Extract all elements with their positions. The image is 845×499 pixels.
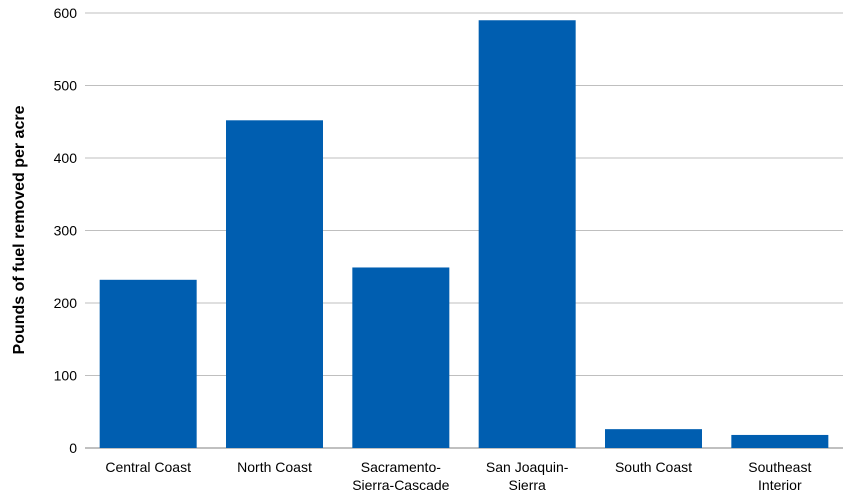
y-tick-label: 200 xyxy=(54,295,78,311)
x-tick-label: Sacramento-Sierra-Cascade xyxy=(352,459,449,493)
y-tick-label: 500 xyxy=(54,78,78,94)
x-tick-label: San Joaquin-Sierra xyxy=(486,459,569,493)
x-tick-label: North Coast xyxy=(237,459,312,475)
y-tick-label: 0 xyxy=(69,440,77,456)
bars xyxy=(99,20,829,449)
gridlines xyxy=(85,12,843,449)
bar xyxy=(731,434,829,448)
y-tick-label: 600 xyxy=(54,5,78,21)
x-axis-ticks: Central Coast North Coast Sacramento-Sierr… xyxy=(105,459,811,493)
y-axis-ticks: 0 100 200 300 400 500 600 xyxy=(54,5,78,456)
bar xyxy=(605,429,702,448)
y-tick-label: 400 xyxy=(54,150,78,166)
bar xyxy=(226,120,323,449)
bar xyxy=(99,279,197,448)
y-tick-label: 300 xyxy=(54,223,78,239)
x-tick-label: Southeast Interior xyxy=(748,459,811,493)
x-tick-label: Central Coast xyxy=(105,459,191,475)
y-tick-label: 100 xyxy=(54,368,78,384)
y-axis-title: Pounds of fuel removed per acre xyxy=(11,105,28,354)
x-tick-label: South Coast xyxy=(615,459,692,475)
bar xyxy=(478,20,576,448)
bar xyxy=(352,267,450,448)
